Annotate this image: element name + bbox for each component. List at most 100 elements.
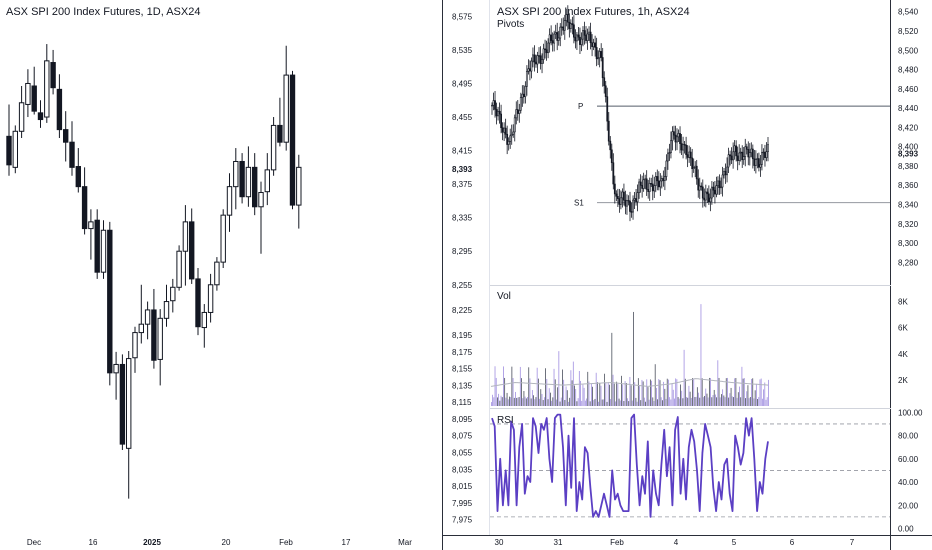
volume-bar (522, 398, 524, 406)
volume-bar (565, 386, 567, 406)
volume-bar (752, 378, 754, 406)
hourly-candle (585, 26, 587, 44)
hourly-candle (651, 174, 654, 201)
volume-bar (627, 398, 628, 406)
hourly-candle (676, 128, 678, 151)
daily-candle (107, 221, 113, 386)
daily-candle (113, 351, 119, 400)
hourly-candle (730, 147, 733, 164)
volume-tick: 4K (898, 350, 908, 359)
hourly-x-tick: 4 (674, 538, 679, 547)
hourly-candle (603, 71, 606, 94)
hourly-candle (521, 85, 524, 107)
hourly-candle (498, 102, 501, 124)
daily-candle (277, 97, 283, 147)
hourly-candle (753, 149, 756, 172)
volume-bar (664, 388, 666, 406)
hourly-candle (732, 142, 735, 169)
hourly-x-tick: Feb (610, 538, 624, 547)
hourly-candle (758, 152, 760, 172)
hourly-candle (644, 174, 647, 190)
volume-bar (635, 397, 637, 406)
daily-candle (6, 104, 12, 176)
daily-price-tick: 8,035 (452, 465, 473, 474)
volume-bar (768, 379, 769, 406)
volume-bar (587, 371, 589, 406)
volume-bar (649, 379, 651, 406)
hourly-candle (662, 170, 665, 187)
volume-bar (568, 401, 569, 406)
hourly-chart-title: ASX SPI 200 Index Futures, 1h, ASX24 (497, 6, 690, 18)
hourly-price-tick: 8,520 (898, 27, 919, 36)
hourly-candle (500, 104, 502, 134)
daily-candle (163, 284, 170, 327)
volume-bar (758, 397, 760, 406)
daily-candle (245, 146, 252, 207)
daily-candle (126, 351, 132, 499)
daily-candle (220, 209, 226, 268)
volume-bar (605, 382, 607, 406)
hourly-candle (592, 38, 595, 51)
hourly-candle (627, 195, 630, 206)
volume-bar (700, 304, 702, 406)
hourly-candle (767, 136, 769, 162)
hourly-chart-panel[interactable]: P S1 ASX SPI 200 Index Futures, 1h, ASX24… (491, 5, 919, 268)
daily-chart-panel[interactable]: ASX SPI 200 Index Futures, 1D, ASX24 Dec… (6, 6, 412, 547)
daily-candle (50, 49, 56, 95)
volume-bar (571, 380, 573, 406)
hourly-price-tick: 8,340 (898, 201, 919, 210)
pivot-label-s1: S1 (574, 199, 584, 208)
daily-candle (296, 154, 302, 229)
volume-bar (701, 378, 703, 406)
volume-bar (593, 400, 595, 406)
hourly-candle (647, 179, 650, 199)
volume-bar (749, 397, 751, 406)
hourly-price-tick: 8,360 (898, 181, 919, 190)
hourly-candle (697, 169, 700, 198)
volume-bar (512, 378, 514, 406)
hourly-candle (683, 141, 686, 154)
rsi-tick: 60.00 (898, 455, 919, 464)
hourly-candle (750, 142, 753, 158)
volume-bar (536, 367, 538, 406)
volume-bar (670, 399, 672, 406)
rsi-pane[interactable]: RSI 100.00 80.00 60.00 40.00 20.00 0.00 (490, 408, 923, 534)
hourly-price-axis[interactable]: 8,540 8,520 8,500 8,480 8,460 8,440 8,420 8,400… (898, 8, 919, 268)
hourly-candle (709, 188, 712, 212)
volume-bar (548, 388, 550, 406)
volume-bar (639, 386, 640, 406)
hourly-price-tick: 8,480 (898, 66, 919, 75)
volume-bar (625, 382, 627, 406)
hourly-price-tick: 8,280 (898, 258, 919, 267)
volume-bar (621, 375, 622, 406)
volume-bar (564, 400, 566, 406)
daily-price-tick: 7,975 (452, 516, 473, 525)
daily-candle (119, 354, 126, 450)
hourly-candle (663, 166, 666, 191)
hourly-candle (751, 144, 754, 169)
hourly-candle (527, 59, 530, 75)
volume-bar (506, 392, 508, 406)
volume-bar (558, 351, 560, 406)
hourly-candle (510, 124, 513, 145)
volume-pane[interactable]: Vol 8K 6K 4K 2K (490, 291, 908, 406)
daily-candle (18, 86, 25, 138)
volume-bar (623, 400, 625, 406)
volume-bar (688, 385, 690, 406)
hourly-candle (576, 31, 578, 50)
daily-price-axis[interactable]: 8,575 8,535 8,495 8,455 8,415 8,393 8,375 8,335… (452, 12, 473, 524)
hourly-candle (667, 148, 669, 170)
volume-bar (682, 398, 684, 406)
volume-bar (493, 397, 495, 406)
hourly-candle (515, 101, 518, 125)
hourly-candle (582, 26, 584, 47)
volume-bar (599, 383, 601, 406)
hourly-candle (654, 172, 657, 193)
volume-bar (653, 401, 655, 406)
hourly-candles (491, 5, 769, 222)
hourly-candle (579, 27, 581, 55)
hourly-candle (707, 185, 710, 206)
volume-bar (542, 400, 544, 406)
hourly-candle (673, 125, 675, 140)
